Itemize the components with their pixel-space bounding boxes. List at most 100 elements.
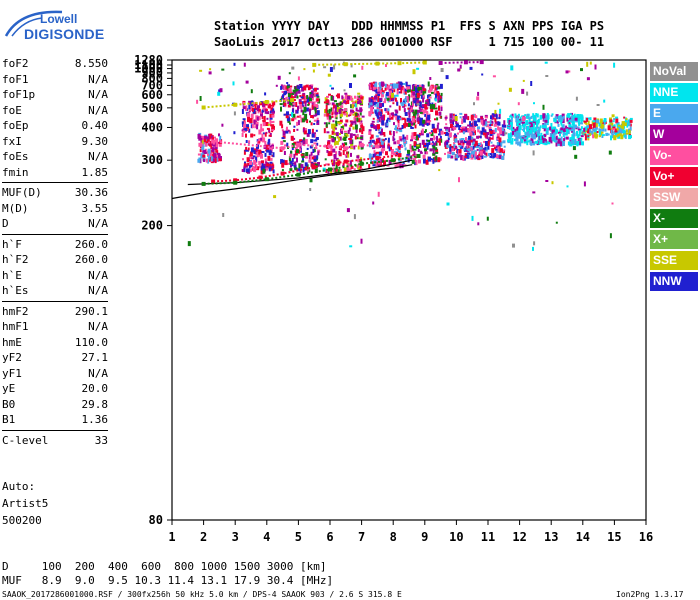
echo-point <box>431 160 434 163</box>
echo-point <box>310 90 314 95</box>
echo-point <box>280 85 283 90</box>
echo-point <box>376 151 379 154</box>
echo-point <box>511 138 514 142</box>
echo-point <box>352 113 356 116</box>
echo-point <box>462 117 466 123</box>
echo-point <box>334 140 336 146</box>
param-row: B1 1.36 <box>2 412 108 428</box>
echo-point <box>422 94 425 98</box>
echo-point <box>479 130 481 134</box>
echo-point <box>328 93 331 96</box>
echo-point <box>486 216 489 221</box>
echo-point <box>314 147 318 150</box>
echo-point <box>266 147 270 153</box>
param-row: h`E N/A <box>2 268 108 284</box>
series-point <box>233 180 238 185</box>
echo-point <box>508 124 511 130</box>
echo-point <box>410 135 414 140</box>
echo-point <box>411 89 415 91</box>
echo-point <box>291 96 295 99</box>
echo-point <box>313 147 316 153</box>
echo-point <box>339 119 343 123</box>
echo-point <box>344 154 347 157</box>
echo-point <box>256 108 259 112</box>
echo-point <box>583 127 586 132</box>
param-name: h`F <box>2 237 22 251</box>
echo-point <box>267 139 270 142</box>
echo-point <box>353 168 356 171</box>
echo-point <box>349 133 353 139</box>
echo-point <box>529 129 533 134</box>
echo-point <box>446 132 449 136</box>
echo-point <box>417 109 421 113</box>
echo-point <box>549 126 552 131</box>
echo-point <box>265 122 269 126</box>
echo-point <box>242 158 244 161</box>
echo-point <box>377 124 380 130</box>
param-value: N/A <box>88 72 108 86</box>
echo-point <box>404 147 407 151</box>
echo-point <box>328 122 331 125</box>
echo-point <box>372 164 376 167</box>
echo-point <box>612 120 615 123</box>
echo-point <box>296 110 299 114</box>
echo-point <box>398 156 401 159</box>
echo-point <box>272 108 275 112</box>
echo-point <box>312 149 315 153</box>
echo-point <box>293 141 297 145</box>
echo-point <box>607 133 610 136</box>
echo-point <box>581 131 584 135</box>
echo-point <box>249 160 252 165</box>
echo-point <box>422 154 426 159</box>
echo-point <box>477 129 480 133</box>
echo-point <box>300 164 304 169</box>
echo-point <box>316 95 320 98</box>
echo-point <box>380 81 384 87</box>
echo-point <box>413 141 417 147</box>
echo-point <box>598 122 601 127</box>
echo-point <box>372 86 376 90</box>
echo-point <box>467 116 470 121</box>
echo-point <box>392 131 395 136</box>
echo-point <box>414 124 417 129</box>
echo-point <box>578 131 581 136</box>
echo-point <box>509 115 513 118</box>
echo-point <box>371 111 374 114</box>
echo-point <box>492 75 496 78</box>
echo-point <box>418 106 421 110</box>
scaled-parameters-panel: foF2 8.550 foF1 N/A foF1p N/A foE N/A foEp 0.40 fx… <box>2 56 108 448</box>
echo-point <box>289 130 291 134</box>
echo-point <box>530 115 533 119</box>
echo-point <box>564 132 568 136</box>
echo-point <box>493 145 496 148</box>
echo-point <box>264 152 267 157</box>
echo-point <box>421 104 425 108</box>
echo-point <box>327 73 331 77</box>
echo-point <box>358 137 361 140</box>
echo-point <box>434 118 436 121</box>
echo-point <box>374 98 377 104</box>
echo-point <box>414 95 418 100</box>
echo-point <box>494 146 496 150</box>
echo-point <box>409 144 412 150</box>
echo-point <box>233 62 236 66</box>
echo-point <box>336 121 340 124</box>
echo-point <box>399 117 402 120</box>
echo-point <box>414 156 417 159</box>
echo-point <box>480 130 484 135</box>
echo-point <box>291 109 294 114</box>
y-tick-label: 500 <box>141 101 163 115</box>
echo-point <box>525 131 529 136</box>
logo-lowell: Lowell <box>40 12 78 26</box>
echo-point <box>510 117 513 122</box>
echo-point <box>434 107 438 110</box>
echo-point <box>329 67 333 72</box>
echo-point <box>305 166 308 171</box>
param-value: 9.30 <box>81 134 109 148</box>
echo-point <box>243 168 246 173</box>
echo-point <box>372 147 376 150</box>
echo-point <box>518 124 522 130</box>
echo-point <box>349 139 353 144</box>
echo-point <box>479 155 482 160</box>
echo-point <box>309 178 313 183</box>
